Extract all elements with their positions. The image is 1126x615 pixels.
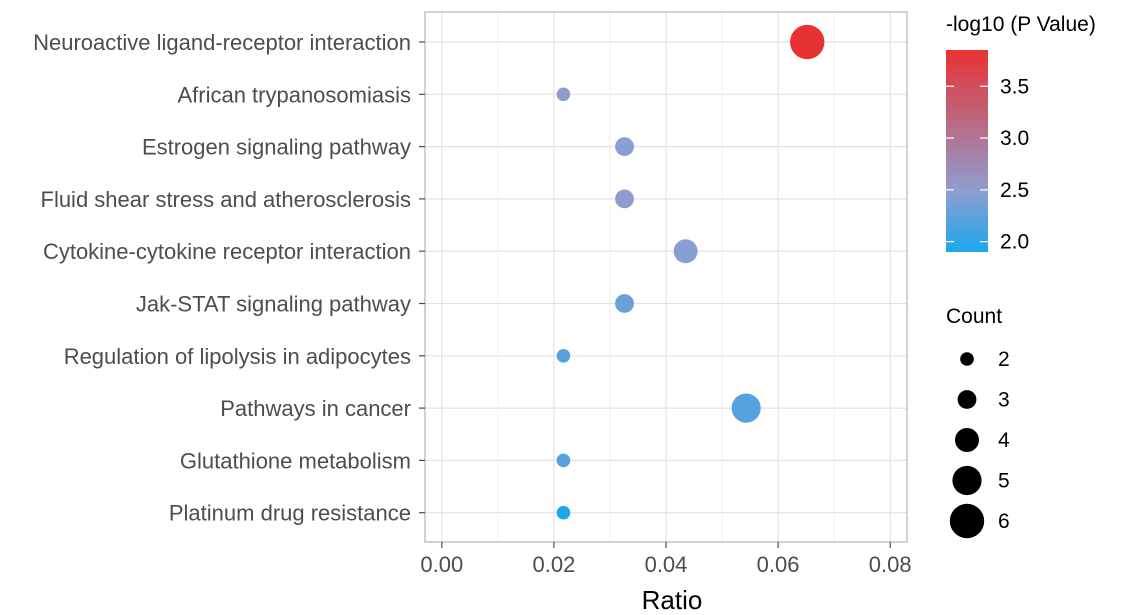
data-point	[790, 24, 825, 60]
y-tick-label: Cytokine-cytokine receptor interaction	[43, 239, 411, 264]
size-legend-label: 5	[998, 470, 1010, 493]
data-point	[556, 87, 571, 102]
color-legend-bar	[946, 50, 988, 252]
x-tick-label: 0.08	[869, 552, 912, 577]
color-legend-tick-label: 3.0	[1000, 127, 1029, 150]
data-point	[615, 294, 634, 313]
size-legend-label: 6	[998, 510, 1010, 533]
data-point	[731, 393, 761, 423]
data-point	[556, 453, 571, 468]
data-point	[673, 239, 698, 264]
size-legend-label: 4	[998, 429, 1010, 452]
color-legend: -log10 (P Value) 2.0 2.5 3.0 3.5	[946, 13, 1096, 254]
x-tick-label: 0.00	[420, 552, 463, 577]
size-legend-key	[960, 352, 974, 366]
data-point	[556, 349, 571, 363]
y-tick-label: Fluid shear stress and atherosclerosis	[41, 187, 412, 212]
y-tick-label: Glutathione metabolism	[180, 448, 411, 473]
color-legend-tick-label: 2.0	[1000, 231, 1029, 254]
grid-lines	[425, 12, 907, 542]
x-tick-label: 0.02	[532, 552, 575, 577]
size-legend: Count 2 3 4 5 6	[946, 305, 1010, 539]
y-tick-label: Regulation of lipolysis in adipocytes	[64, 344, 411, 369]
color-legend-title: -log10 (P Value)	[946, 13, 1096, 36]
size-legend-key	[952, 465, 982, 496]
data-points	[556, 24, 825, 520]
data-point	[556, 505, 571, 520]
data-point	[615, 189, 634, 209]
x-axis-ticks: 0.00 0.02 0.04 0.06 0.08	[420, 542, 912, 577]
size-legend-label: 2	[998, 348, 1010, 371]
size-legend-key	[949, 503, 985, 539]
color-legend-ticks: 2.0 2.5 3.0 3.5	[946, 75, 1029, 254]
size-legend-key	[955, 428, 979, 452]
color-legend-tick-label: 3.5	[1000, 75, 1029, 98]
size-legend-label: 3	[998, 389, 1010, 412]
y-tick-label: Platinum drug resistance	[169, 501, 411, 526]
size-legend-key	[957, 390, 977, 409]
y-tick-label: Jak-STAT signaling pathway	[136, 292, 411, 317]
y-tick-label: Pathways in cancer	[220, 396, 411, 421]
x-tick-label: 0.06	[757, 552, 800, 577]
data-point	[615, 137, 634, 157]
y-tick-label: Neuroactive ligand-receptor interaction	[33, 30, 411, 55]
size-legend-items: 2 3 4 5 6	[949, 348, 1010, 539]
y-tick-label: Estrogen signaling pathway	[142, 135, 411, 160]
y-tick-label: African trypanosomiasis	[177, 82, 411, 107]
x-axis-title: Ratio	[642, 585, 703, 615]
size-legend-title: Count	[946, 305, 1002, 328]
color-legend-tick-label: 2.5	[1000, 179, 1029, 202]
x-tick-label: 0.04	[645, 552, 688, 577]
y-axis-labels: Neuroactive ligand-receptor interaction A…	[33, 30, 425, 526]
